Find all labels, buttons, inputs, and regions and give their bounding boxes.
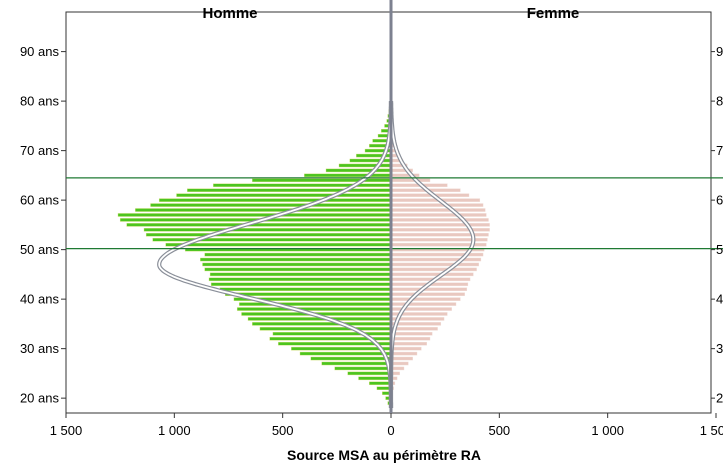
y-tick-label: 70 ans [20, 143, 60, 158]
x-tick-label: 500 [272, 423, 294, 438]
bar-femme-64 [390, 178, 431, 183]
x-tick-label: 1 500 [700, 423, 723, 438]
bars-femme [390, 79, 490, 410]
y-tick-label: 90 ans [20, 44, 60, 59]
bar-femme-46 [390, 267, 477, 272]
bar-homme-59 [150, 203, 392, 207]
bar-femme-57 [390, 213, 487, 217]
bar-homme-35 [252, 322, 392, 326]
bar-femme-32 [390, 337, 431, 341]
bar-homme-63 [213, 183, 392, 188]
bar-femme-45 [390, 272, 474, 277]
bar-homme-47 [202, 262, 392, 267]
y-tick-label-right: 2 [716, 391, 723, 406]
bars-homme [117, 74, 392, 410]
x-tick-label: 500 [488, 423, 510, 438]
bar-homme-64 [252, 178, 392, 183]
bar-homme-26 [334, 366, 392, 371]
bar-homme-27 [321, 361, 392, 366]
bar-homme-45 [209, 272, 392, 277]
y-tick-label-right: 7 [716, 143, 723, 158]
bar-homme-57 [117, 213, 392, 217]
bar-homme-25 [347, 371, 392, 376]
bar-homme-68 [349, 158, 392, 163]
bar-homme-65 [304, 173, 392, 178]
x-tick-label: 1 500 [50, 423, 83, 438]
bar-femme-29 [390, 351, 418, 356]
y-tick-label: 20 ans [20, 391, 60, 406]
bar-femme-28 [390, 356, 413, 361]
x-axis-title: Source MSA au périmètre RA [287, 447, 481, 463]
bar-femme-55 [390, 223, 490, 227]
bar-femme-48 [390, 257, 482, 262]
bar-homme-34 [259, 327, 392, 331]
bar-homme-61 [176, 193, 392, 197]
bar-femme-56 [390, 218, 489, 222]
bar-homme-44 [208, 277, 392, 282]
bar-homme-24 [358, 376, 392, 381]
y-axis-left: 20 ans 30 ans 40 ans 50 ans 60 ans 70 ans 80 a… [20, 44, 66, 406]
y-tick-label: 50 ans [20, 242, 60, 257]
curve-homme [158, 101, 392, 408]
y-tick-label: 30 ans [20, 341, 60, 356]
bar-femme-54 [390, 228, 490, 232]
bar-homme-23 [369, 381, 392, 386]
y-tick-label-right: 9 [716, 44, 723, 59]
bar-homme-54 [143, 228, 392, 232]
side-title-femme: Femme [527, 5, 580, 22]
bar-homme-49 [204, 252, 392, 257]
y-tick-label-right: 4 [716, 292, 723, 307]
bar-femme-47 [390, 262, 479, 267]
bar-homme-29 [299, 351, 392, 356]
bar-femme-58 [390, 208, 486, 212]
bar-homme-38 [236, 307, 392, 311]
x-tick-label: 1 000 [158, 423, 191, 438]
y-tick-label: 80 ans [20, 94, 60, 109]
bar-femme-27 [390, 361, 409, 366]
bar-femme-59 [390, 203, 484, 207]
bar-homme-58 [135, 208, 392, 212]
bar-homme-33 [272, 332, 392, 336]
y-tick-label: 40 ans [20, 292, 60, 307]
bar-homme-67 [338, 163, 392, 168]
bar-femme-31 [390, 341, 427, 346]
bar-homme-53 [145, 233, 392, 237]
bar-homme-66 [325, 168, 392, 173]
bar-homme-46 [204, 267, 392, 272]
bar-homme-51 [165, 242, 392, 247]
bar-homme-41 [225, 292, 392, 296]
bar-homme-43 [210, 282, 392, 287]
y-tick-label-right: 6 [716, 193, 723, 208]
x-axis: 1 500 1 000 500 0 500 1 000 1 500 [50, 413, 723, 438]
x-tick-label: 0 [387, 423, 394, 438]
y-axis-right: 2 3 4 5 6 7 8 9 [711, 44, 723, 406]
bar-homme-48 [200, 257, 392, 262]
y-tick-label-right: 5 [716, 242, 723, 257]
bar-homme-28 [310, 356, 392, 361]
bar-femme-40 [390, 297, 461, 301]
bar-homme-52 [152, 237, 392, 242]
bar-femme-42 [390, 287, 468, 291]
bar-femme-38 [390, 307, 452, 311]
bar-femme-39 [390, 302, 457, 306]
reference-lines [66, 177, 723, 250]
bar-homme-30 [291, 346, 392, 351]
y-tick-label-right: 8 [716, 94, 723, 109]
bar-homme-60 [158, 198, 392, 202]
x-tick-label: 1 000 [591, 423, 624, 438]
plot-frame [65, 11, 712, 414]
bar-homme-62 [187, 188, 392, 192]
bar-femme-34 [390, 327, 438, 331]
bar-homme-55 [126, 223, 392, 227]
bar-femme-33 [390, 332, 433, 336]
y-tick-label-right: 3 [716, 341, 723, 356]
side-title-homme: Homme [202, 5, 257, 22]
bar-homme-42 [219, 287, 392, 291]
bar-femme-41 [390, 292, 465, 296]
y-tick-label: 60 ans [20, 193, 60, 208]
bar-femme-30 [390, 346, 422, 351]
